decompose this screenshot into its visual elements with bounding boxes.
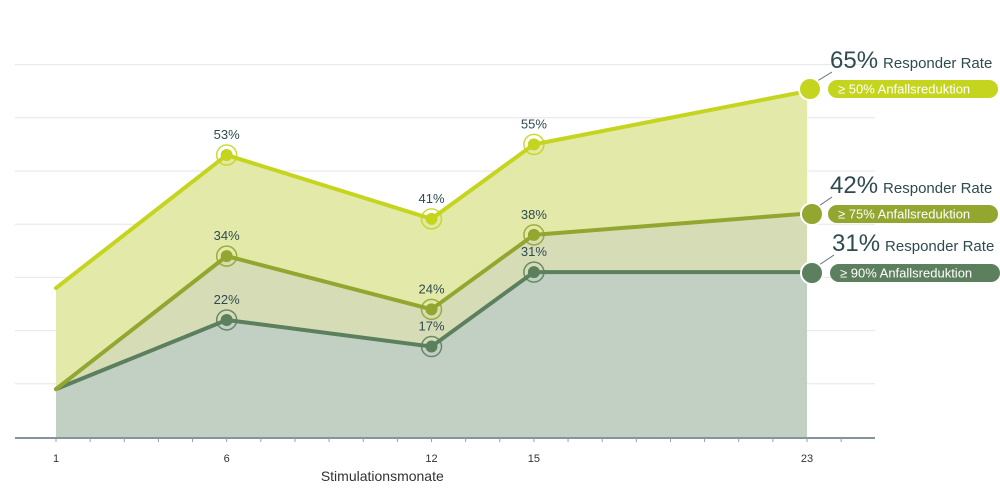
x-axis-title: Stimulationsmonate xyxy=(321,468,444,484)
summary-value-s90: 31% xyxy=(832,230,880,257)
summary-marker-s50 xyxy=(798,77,822,101)
summary-label-s90: Responder Rate xyxy=(885,238,994,255)
marker-dot-s75 xyxy=(527,228,540,241)
data-label-s90: 17% xyxy=(418,319,444,334)
data-label-s75: 34% xyxy=(214,228,240,243)
summary-badge-s90 xyxy=(830,264,1000,282)
data-label-s50: 41% xyxy=(418,191,444,206)
marker-dot-s75 xyxy=(425,303,438,316)
area-s90 xyxy=(56,272,807,437)
x-tick-label: 1 xyxy=(53,453,59,465)
summary-s50: ≥ 50% Anfallsreduktion 65% Responder Rate xyxy=(798,47,998,101)
summary-series-name-s75: ≥ 75% Anfallsreduktion xyxy=(838,207,970,222)
x-tick-label: 6 xyxy=(224,453,230,465)
marker-ring-s75 xyxy=(215,245,238,267)
marker-ring-s75 xyxy=(523,224,545,246)
data-label-s75: 38% xyxy=(521,207,547,222)
summary-marker-s90 xyxy=(800,261,824,285)
data-labels: 53% 41% 55% 34% 24% 38% 22% 17% 31% xyxy=(214,116,548,333)
series-areas xyxy=(56,91,807,437)
marker-dot-s90 xyxy=(425,340,438,353)
data-markers xyxy=(215,133,545,358)
summary-series-name-s50: ≥ 50% Anfallsreduktion xyxy=(838,82,970,97)
data-label-s50: 55% xyxy=(521,116,547,131)
marker-ring-s90 xyxy=(215,309,238,331)
summary-badge-s75 xyxy=(828,205,998,223)
summary-value-s75: 42% xyxy=(830,172,878,199)
data-label-s75: 24% xyxy=(418,281,444,296)
marker-dot-s50 xyxy=(220,149,233,162)
x-tick-label: 15 xyxy=(528,453,540,465)
marker-dot-s50 xyxy=(425,212,438,225)
summary-label-s50: Responder Rate xyxy=(883,55,992,72)
data-label-s90: 31% xyxy=(521,244,547,259)
marker-dot-s90 xyxy=(527,266,540,279)
summary-marker-s75 xyxy=(800,202,824,226)
data-label-s50: 53% xyxy=(214,127,240,142)
summary-series-name-s90: ≥ 90% Anfallsreduktion xyxy=(840,266,972,281)
summary-s90: ≥ 90% Anfallsreduktion 31% Responder Rate xyxy=(800,230,1000,285)
marker-ring-s50 xyxy=(215,144,238,166)
marker-ring-s90 xyxy=(420,335,443,358)
x-tick-label: 23 xyxy=(801,453,813,465)
marker-dot-s50 xyxy=(527,138,540,151)
data-label-s90: 22% xyxy=(214,292,240,307)
summary-s75: ≥ 75% Anfallsreduktion 42% Responder Rate xyxy=(800,172,998,226)
x-axis: 1 6 12 15 23 Stimulationsmonate xyxy=(15,437,875,484)
summary-label-s75: Responder Rate xyxy=(883,180,992,197)
marker-dot-s90 xyxy=(220,313,233,326)
marker-ring-s50 xyxy=(420,208,443,230)
x-tick-label: 12 xyxy=(425,453,437,465)
summary-value-s50: 65% xyxy=(830,47,878,74)
marker-ring-s50 xyxy=(523,133,545,156)
marker-dot-s75 xyxy=(220,250,233,263)
marker-ring-s75 xyxy=(420,298,443,321)
marker-ring-s90 xyxy=(523,261,545,283)
summary-badge-s50 xyxy=(828,80,998,98)
